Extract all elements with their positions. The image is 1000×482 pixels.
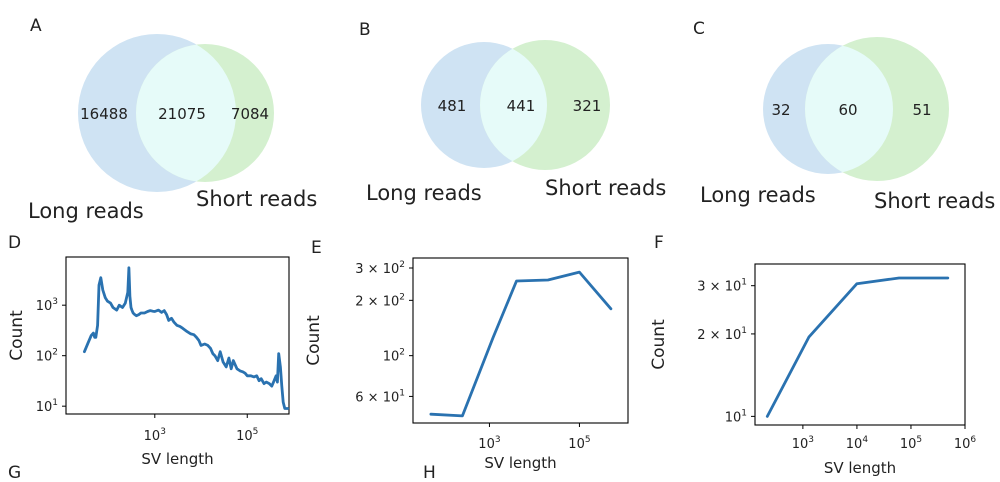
x-tick-label: 105	[236, 427, 258, 444]
x-tick-label: 104	[846, 435, 869, 452]
overlap-count: 21075	[158, 105, 206, 123]
long-reads-label: Long reads	[700, 183, 816, 207]
y-tick-label: 102	[383, 348, 405, 365]
y-tick-label: 101	[725, 408, 747, 425]
plot-frame	[754, 263, 966, 426]
short-only-count: 7084	[231, 105, 269, 123]
overlap-region	[480, 42, 547, 168]
y-tick-label: 3 × 102	[355, 260, 405, 277]
long-reads-label: Long reads	[28, 199, 144, 223]
x-axis-title: SV length	[484, 454, 556, 472]
panel-label-b: B	[359, 20, 371, 40]
panel-label-c: C	[693, 19, 705, 39]
x-axis-title: SV length	[824, 459, 896, 477]
short-only-count: 321	[573, 97, 602, 115]
y-tick-label: 3 × 101	[697, 278, 747, 295]
venn-diagram-a: 16488 21075 7084 Long reads Short reads	[28, 34, 317, 223]
x-tick-label: 105	[900, 435, 922, 452]
venn-diagram-b: 481 441 321 Long reads Short reads	[366, 40, 666, 205]
line-chart-f: 103 104 105 106 101 2 × 101 3 × 101 SV length Co…	[649, 263, 977, 477]
y-tick-label: 2 × 101	[697, 326, 747, 343]
y-tick-label: 6 × 101	[355, 388, 405, 405]
short-only-count: 51	[912, 101, 931, 119]
panel-label-h: H	[423, 463, 436, 482]
panel-label-d: D	[8, 233, 21, 253]
y-tick-label: 2 × 102	[355, 292, 405, 309]
short-reads-label: Short reads	[545, 176, 666, 200]
overlap-region	[805, 44, 893, 174]
long-only-count: 32	[771, 101, 790, 119]
short-reads-label: Short reads	[196, 187, 317, 211]
long-only-count: 481	[438, 97, 467, 115]
series-line	[429, 270, 613, 418]
x-tick-label: 103	[478, 435, 500, 452]
line-chart-e: 103 105 6 × 101 102 2 × 102 3 × 102 SV length C…	[304, 257, 629, 472]
overlap-region	[136, 44, 236, 182]
overlap-count: 441	[507, 97, 536, 115]
panel-label-g: G	[8, 463, 21, 482]
x-tick-label: 103	[792, 435, 814, 452]
series-line	[83, 266, 290, 410]
series-line	[765, 276, 950, 418]
line-chart-d: 103 105 101 102 103 SV length Count	[7, 256, 290, 468]
panel-label-a: A	[30, 16, 42, 36]
venn-diagram-c: 32 60 51 Long reads Short reads	[700, 37, 995, 213]
plot-frame	[65, 256, 290, 415]
overlap-count: 60	[838, 101, 857, 119]
y-axis-title: Count	[7, 310, 27, 361]
y-axis-title: Count	[649, 319, 669, 370]
y-tick-label: 103	[36, 297, 58, 314]
x-tick-label: 105	[568, 435, 590, 452]
long-only-count: 16488	[80, 105, 128, 123]
panel-label-f: F	[654, 233, 664, 253]
y-axis-title: Count	[304, 315, 324, 366]
x-tick-label: 106	[954, 435, 977, 452]
short-reads-label: Short reads	[874, 189, 995, 213]
y-tick-label: 101	[36, 398, 58, 415]
y-tick-label: 102	[36, 348, 58, 365]
panel-label-e: E	[311, 238, 322, 258]
x-axis-title: SV length	[141, 450, 213, 468]
plot-frame	[412, 257, 629, 424]
long-reads-label: Long reads	[366, 181, 482, 205]
x-tick-label: 103	[144, 427, 166, 444]
